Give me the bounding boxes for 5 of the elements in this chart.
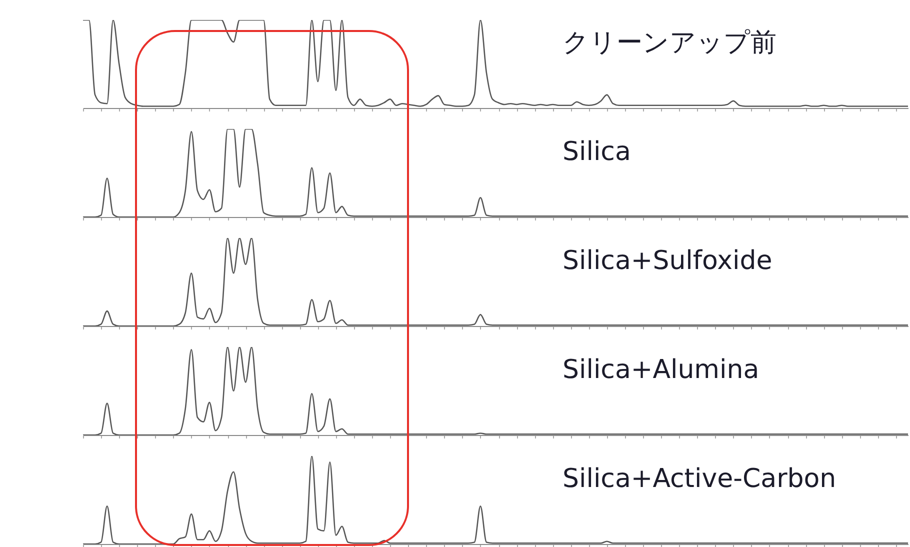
chart-title: クリーンアップ前: [562, 28, 776, 58]
chart-title: Silica+Active-Carbon: [562, 464, 836, 494]
chart-title: Silica+Alumina: [562, 355, 760, 385]
chart-title: Silica+Sulfoxide: [562, 246, 772, 276]
chart-title: Silica: [562, 137, 631, 167]
